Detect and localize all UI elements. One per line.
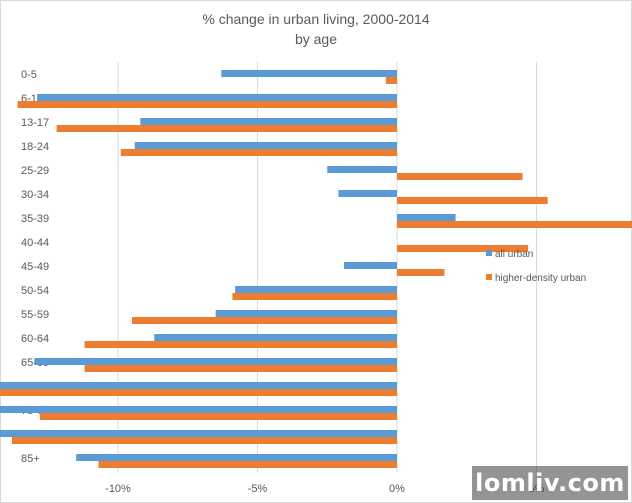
bar-all-urban bbox=[134, 142, 398, 149]
bar-all-urban bbox=[0, 430, 398, 437]
bar-all-urban bbox=[34, 358, 398, 365]
bar-higher-density-urban bbox=[397, 245, 529, 252]
x-tick-label: -5% bbox=[248, 483, 268, 495]
bar-higher-density-urban bbox=[397, 221, 632, 228]
y-category-label: 13-17 bbox=[21, 117, 49, 129]
bar-higher-density-urban bbox=[56, 125, 398, 132]
y-category-label: 25-29 bbox=[21, 165, 49, 177]
bar-all-urban bbox=[76, 454, 398, 461]
y-category-label: 60-64 bbox=[21, 333, 49, 345]
bar-all-urban bbox=[0, 382, 398, 389]
y-category-label: 30-34 bbox=[21, 189, 49, 201]
bar-all-urban bbox=[343, 262, 397, 269]
bar-all-urban bbox=[0, 406, 398, 413]
bar-higher-density-urban bbox=[39, 413, 397, 420]
bar-higher-density-urban bbox=[0, 389, 397, 396]
legend-label: all urban bbox=[495, 249, 533, 260]
bar-all-urban bbox=[221, 70, 397, 77]
bar-higher-density-urban bbox=[131, 317, 397, 324]
legend-swatch bbox=[486, 250, 492, 256]
bar-all-urban bbox=[37, 94, 398, 101]
x-tick-label: -10% bbox=[105, 483, 131, 495]
bar-higher-density-urban bbox=[11, 437, 397, 444]
bar-higher-density-urban bbox=[17, 101, 398, 108]
bar-higher-density-urban bbox=[98, 461, 397, 468]
bar-all-urban bbox=[235, 286, 397, 293]
watermark-logo: lomliv.com bbox=[472, 466, 628, 500]
bar-all-urban bbox=[327, 166, 397, 173]
bar-all-urban bbox=[140, 118, 397, 125]
bar-higher-density-urban bbox=[84, 341, 398, 348]
bar-higher-density-urban bbox=[232, 293, 397, 300]
bar-higher-density-urban bbox=[397, 173, 523, 180]
bar-higher-density-urban bbox=[84, 365, 398, 372]
bar-higher-density-urban bbox=[385, 77, 397, 84]
y-category-label: 0-5 bbox=[21, 69, 37, 81]
bar-higher-density-urban bbox=[397, 197, 548, 204]
chart-title: % change in urban living, 2000-2014 bbox=[202, 11, 430, 27]
x-tick-label: 0% bbox=[389, 483, 405, 495]
legend-swatch bbox=[486, 274, 492, 280]
y-category-label: 85+ bbox=[21, 453, 40, 465]
y-category-label: 40-44 bbox=[21, 237, 49, 249]
bar-higher-density-urban bbox=[120, 149, 397, 156]
bar-all-urban bbox=[397, 214, 456, 221]
chart-subtitle: by age bbox=[294, 31, 338, 47]
y-category-label: 35-39 bbox=[21, 213, 49, 225]
legend-label: higher-density urban bbox=[495, 273, 586, 284]
y-category-label: 45-49 bbox=[21, 261, 49, 273]
y-category-label: 18-24 bbox=[21, 141, 49, 153]
y-category-label: 55-59 bbox=[21, 309, 49, 321]
bar-all-urban bbox=[215, 310, 397, 317]
y-category-label: 50-54 bbox=[21, 285, 49, 297]
bar-all-urban bbox=[338, 190, 397, 197]
bar-higher-density-urban bbox=[397, 269, 445, 276]
bar-all-urban bbox=[154, 334, 397, 341]
